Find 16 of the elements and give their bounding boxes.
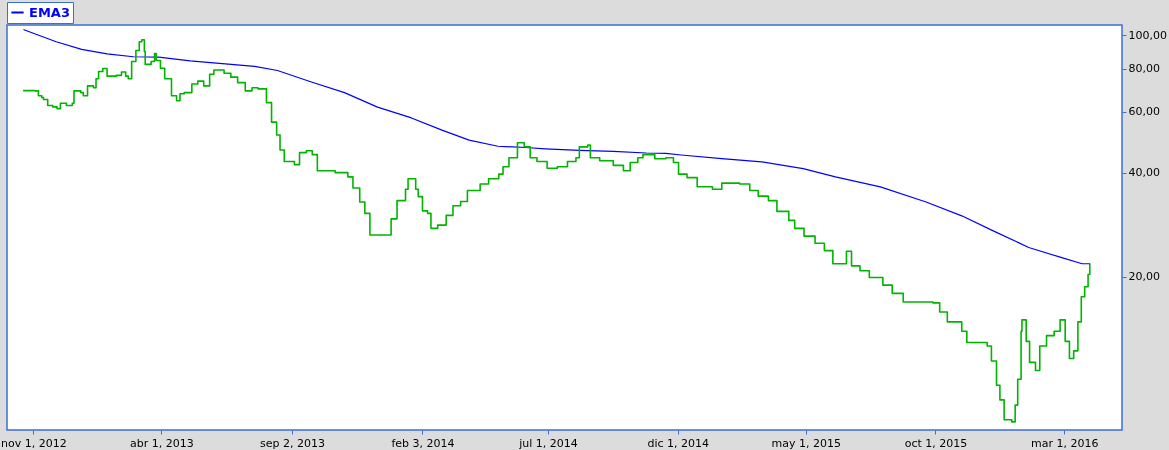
y-tick-label: 100,00 bbox=[1128, 28, 1167, 42]
x-tick-label: oct 1, 2015 bbox=[904, 436, 968, 450]
x-tick-label: nov 1, 2012 bbox=[0, 436, 67, 450]
line-series bbox=[23, 29, 1091, 265]
y-tick-label: 40,00 bbox=[1128, 166, 1160, 180]
x-tick-label: sep 2, 2013 bbox=[259, 436, 325, 450]
y-tick-label: 80,00 bbox=[1128, 62, 1160, 76]
y-tick-label: 60,00 bbox=[1128, 105, 1160, 119]
x-tick-label: dic 1, 2014 bbox=[647, 436, 709, 450]
legend-label: EMA3 bbox=[29, 4, 70, 20]
x-tick-label: jul 1, 2014 bbox=[518, 436, 578, 450]
x-tick-label: may 1, 2015 bbox=[771, 436, 841, 450]
y-tick-label: 20,00 bbox=[1128, 270, 1160, 284]
x-tick-label: abr 1, 2013 bbox=[129, 436, 194, 450]
x-tick-label: mar 1, 2016 bbox=[1031, 436, 1099, 450]
x-tick-label: feb 3, 2014 bbox=[391, 436, 455, 450]
